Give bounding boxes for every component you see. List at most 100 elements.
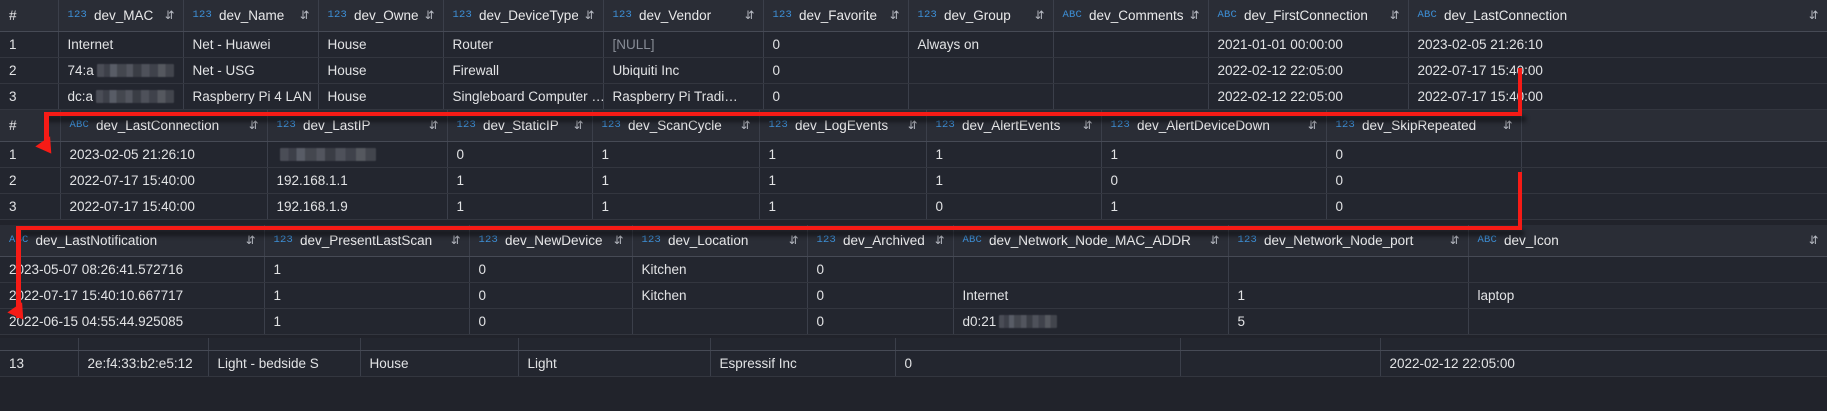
table-cell[interactable]: [NULL] (603, 31, 764, 58)
table-cell[interactable]: Firewall (443, 57, 604, 84)
table-cell[interactable]: 1 (926, 141, 1102, 168)
sort-toggle-icon[interactable]: ⇵ (450, 235, 461, 248)
column-header-dev_icon[interactable]: ABC dev_Icon ⇵ (1468, 225, 1827, 257)
sort-toggle-icon[interactable]: ⇵ (934, 235, 945, 248)
table-cell[interactable]: 0 (763, 83, 909, 110)
sort-toggle-icon[interactable]: ⇵ (1808, 10, 1819, 23)
column-header-dev_comments[interactable]: ABC dev_Comments ⇵ (1053, 0, 1209, 32)
sort-toggle-icon[interactable]: ⇵ (788, 235, 799, 248)
column-header-dev_owner[interactable]: 123 dev_Owner ⇵ (318, 0, 444, 32)
table-cell[interactable]: 1 (592, 141, 760, 168)
sort-toggle-icon[interactable]: ⇵ (744, 10, 755, 23)
result-grid-strip-3[interactable]: ABC dev_LastNotification ⇵ 123 dev_PresentLa… (0, 225, 1827, 335)
table-cell[interactable]: 1 (264, 308, 470, 335)
table-row[interactable]: 13 2e:f4:33:b2:e5:12 Light - bedside S Hous… (0, 350, 1827, 377)
table-cell[interactable]: 0 (763, 57, 909, 84)
table-cell[interactable]: 1 (592, 193, 760, 220)
table-cell[interactable]: 5 (1228, 308, 1469, 335)
table-cell[interactable]: 0 (447, 141, 593, 168)
column-header-dev_network_node_port[interactable]: 123 dev_Network_Node_port ⇵ (1228, 225, 1469, 257)
row-index-cell[interactable]: 13 (0, 350, 79, 377)
column-header-dev_group[interactable]: 123 dev_Group ⇵ (908, 0, 1054, 32)
table-cell[interactable] (632, 308, 808, 335)
data-table-2[interactable]: # ABC dev_LastConnection ⇵ 123 dev_LastIP ⇵ 123… (0, 110, 1827, 220)
table-cell[interactable]: Light - bedside S (208, 350, 361, 377)
sort-toggle-icon[interactable]: ⇵ (1502, 120, 1513, 133)
column-header-dev_firstconnection[interactable]: ABC dev_FirstConnection ⇵ (1208, 0, 1409, 32)
table-cell[interactable]: House (360, 350, 519, 377)
sort-toggle-icon[interactable]: ⇵ (573, 120, 584, 133)
row-index-cell[interactable]: 1 (0, 141, 61, 168)
table-cell[interactable]: Espressif Inc (710, 350, 896, 377)
table-cell[interactable] (1053, 57, 1209, 84)
table-cell[interactable]: 2022-07-17 15:40:00 (1408, 83, 1827, 110)
table-cell[interactable] (1468, 308, 1827, 335)
sort-toggle-icon[interactable]: ⇵ (1082, 120, 1093, 133)
table-cell[interactable]: Light (518, 350, 711, 377)
table-cell[interactable] (1180, 350, 1381, 377)
table-cell[interactable] (1228, 256, 1469, 283)
table-cell[interactable]: 2023-02-05 21:26:10 (60, 141, 268, 168)
table-cell[interactable]: Internet (58, 31, 184, 58)
table-cell[interactable]: Kitchen (632, 282, 808, 309)
table-cell[interactable]: 1 (926, 167, 1102, 194)
table-cell[interactable] (908, 83, 1054, 110)
sort-toggle-icon[interactable]: ⇵ (907, 120, 918, 133)
table-cell[interactable]: 0 (1326, 141, 1522, 168)
table-row[interactable]: 2 74:a Net - USG House Firewall Ubiquiti Inc 0… (0, 57, 1827, 84)
table-cell[interactable]: Raspberry Pi 4 LAN (183, 83, 319, 110)
sort-toggle-icon[interactable]: ⇵ (1209, 235, 1220, 248)
data-table-3[interactable]: ABC dev_LastNotification ⇵ 123 dev_PresentLa… (0, 225, 1827, 335)
sort-toggle-icon[interactable]: ⇵ (1449, 235, 1460, 248)
sort-toggle-icon[interactable]: ⇵ (164, 10, 175, 23)
table-cell[interactable]: 0 (763, 31, 909, 58)
table-cell[interactable]: 1 (1101, 141, 1327, 168)
table-cell[interactable]: 0 (807, 282, 954, 309)
sort-toggle-icon[interactable]: ⇵ (248, 120, 259, 133)
sort-toggle-icon[interactable]: ⇵ (613, 235, 624, 248)
sort-toggle-icon[interactable]: ⇵ (424, 10, 435, 23)
table-cell[interactable]: 1 (264, 256, 470, 283)
table-row[interactable]: 2022-06-15 04:55:44.925085 1 0 0 d0:21 5 (0, 308, 1827, 335)
table-cell[interactable]: 2022-02-12 22:05:00 (1208, 83, 1409, 110)
row-index-cell[interactable]: 2 (0, 167, 61, 194)
table-row[interactable]: 1 2023-02-05 21:26:10 0 1 1 1 1 0 (0, 141, 1827, 168)
sort-toggle-icon[interactable]: ⇵ (740, 120, 751, 133)
sort-toggle-icon[interactable]: ⇵ (584, 10, 595, 23)
table-row[interactable]: 2022-07-17 15:40:10.667717 1 0 Kitchen 0 Inte… (0, 282, 1827, 309)
sort-toggle-icon[interactable]: ⇵ (1189, 10, 1200, 23)
column-header-dev_archived[interactable]: 123 dev_Archived ⇵ (807, 225, 954, 257)
result-grid-strip-4[interactable]: 13 2e:f4:33:b2:e5:12 Light - bedside S Hous… (0, 338, 1827, 411)
result-grid-strip-1[interactable]: #123 dev_MAC ⇵ 123 dev_Name ⇵ 123 dev_Owner ⇵ 123… (0, 0, 1827, 110)
sort-toggle-icon[interactable]: ⇵ (1808, 235, 1819, 248)
column-header-dev_devicetype[interactable]: 123 dev_DeviceType ⇵ (443, 0, 604, 32)
table-cell[interactable]: Singleboard Computer … (443, 83, 604, 110)
table-cell[interactable] (1521, 193, 1827, 220)
table-cell[interactable]: 1 (447, 193, 593, 220)
table-row[interactable]: 2023-05-07 08:26:41.572716 1 0 Kitchen 0 (0, 256, 1827, 283)
table-cell[interactable] (1053, 31, 1209, 58)
sort-toggle-icon[interactable]: ⇵ (245, 235, 256, 248)
table-cell[interactable]: 1 (759, 167, 927, 194)
sort-toggle-icon[interactable]: ⇵ (299, 10, 310, 23)
table-row[interactable]: 1 Internet Net - Huawei House Router [NULL] 0 A… (0, 31, 1827, 58)
column-header-dev_network_node_mac_addr[interactable]: ABC dev_Network_Node_MAC_ADDR ⇵ (953, 225, 1229, 257)
table-cell[interactable]: 2022-02-12 22:05:00 (1380, 350, 1827, 377)
table-cell[interactable] (908, 57, 1054, 84)
table-cell[interactable]: 0 (807, 308, 954, 335)
sort-toggle-icon[interactable]: ⇵ (1034, 10, 1045, 23)
table-cell[interactable]: 2022-07-17 15:40:00 (60, 193, 268, 220)
sort-toggle-icon[interactable]: ⇵ (428, 120, 439, 133)
sort-toggle-icon[interactable]: ⇵ (1389, 10, 1400, 23)
table-cell[interactable]: 0 (807, 256, 954, 283)
table-cell[interactable] (1521, 141, 1827, 168)
table-row[interactable]: 2 2022-07-17 15:40:00 192.168.1.1 1 1 1 1 0 0 (0, 167, 1827, 194)
table-cell[interactable]: 1 (759, 141, 927, 168)
column-header-dev_presentlastscan[interactable]: 123 dev_PresentLastScan ⇵ (264, 225, 470, 257)
table-cell[interactable]: 0 (1326, 193, 1522, 220)
table-cell[interactable]: 0 (1326, 167, 1522, 194)
table-cell[interactable]: 2023-02-05 21:26:10 (1408, 31, 1827, 58)
row-index-cell[interactable]: 3 (0, 83, 59, 110)
table-cell[interactable]: 0 (469, 308, 633, 335)
